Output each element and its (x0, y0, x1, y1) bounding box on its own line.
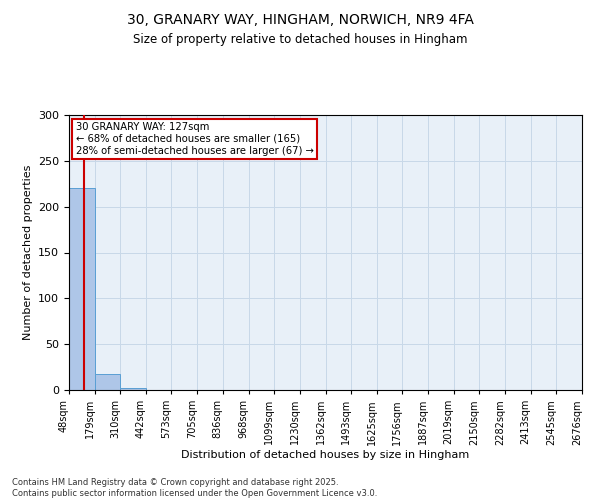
Bar (95, 374, 120, 390)
Text: 30 GRANARY WAY: 127sqm
← 68% of detached houses are smaller (165)
28% of semi-de: 30 GRANARY WAY: 127sqm ← 68% of detached… (76, 122, 314, 156)
Text: 30, GRANARY WAY, HINGHAM, NORWICH, NR9 4FA: 30, GRANARY WAY, HINGHAM, NORWICH, NR9 4… (127, 12, 473, 26)
Text: Contains HM Land Registry data © Crown copyright and database right 2025.
Contai: Contains HM Land Registry data © Crown c… (12, 478, 377, 498)
Text: Size of property relative to detached houses in Hingham: Size of property relative to detached ho… (133, 32, 467, 46)
X-axis label: Distribution of detached houses by size in Hingham: Distribution of detached houses by size … (181, 450, 470, 460)
Y-axis label: Number of detached properties: Number of detached properties (23, 165, 32, 340)
Bar (120, 388, 146, 390)
Bar (69, 188, 95, 390)
